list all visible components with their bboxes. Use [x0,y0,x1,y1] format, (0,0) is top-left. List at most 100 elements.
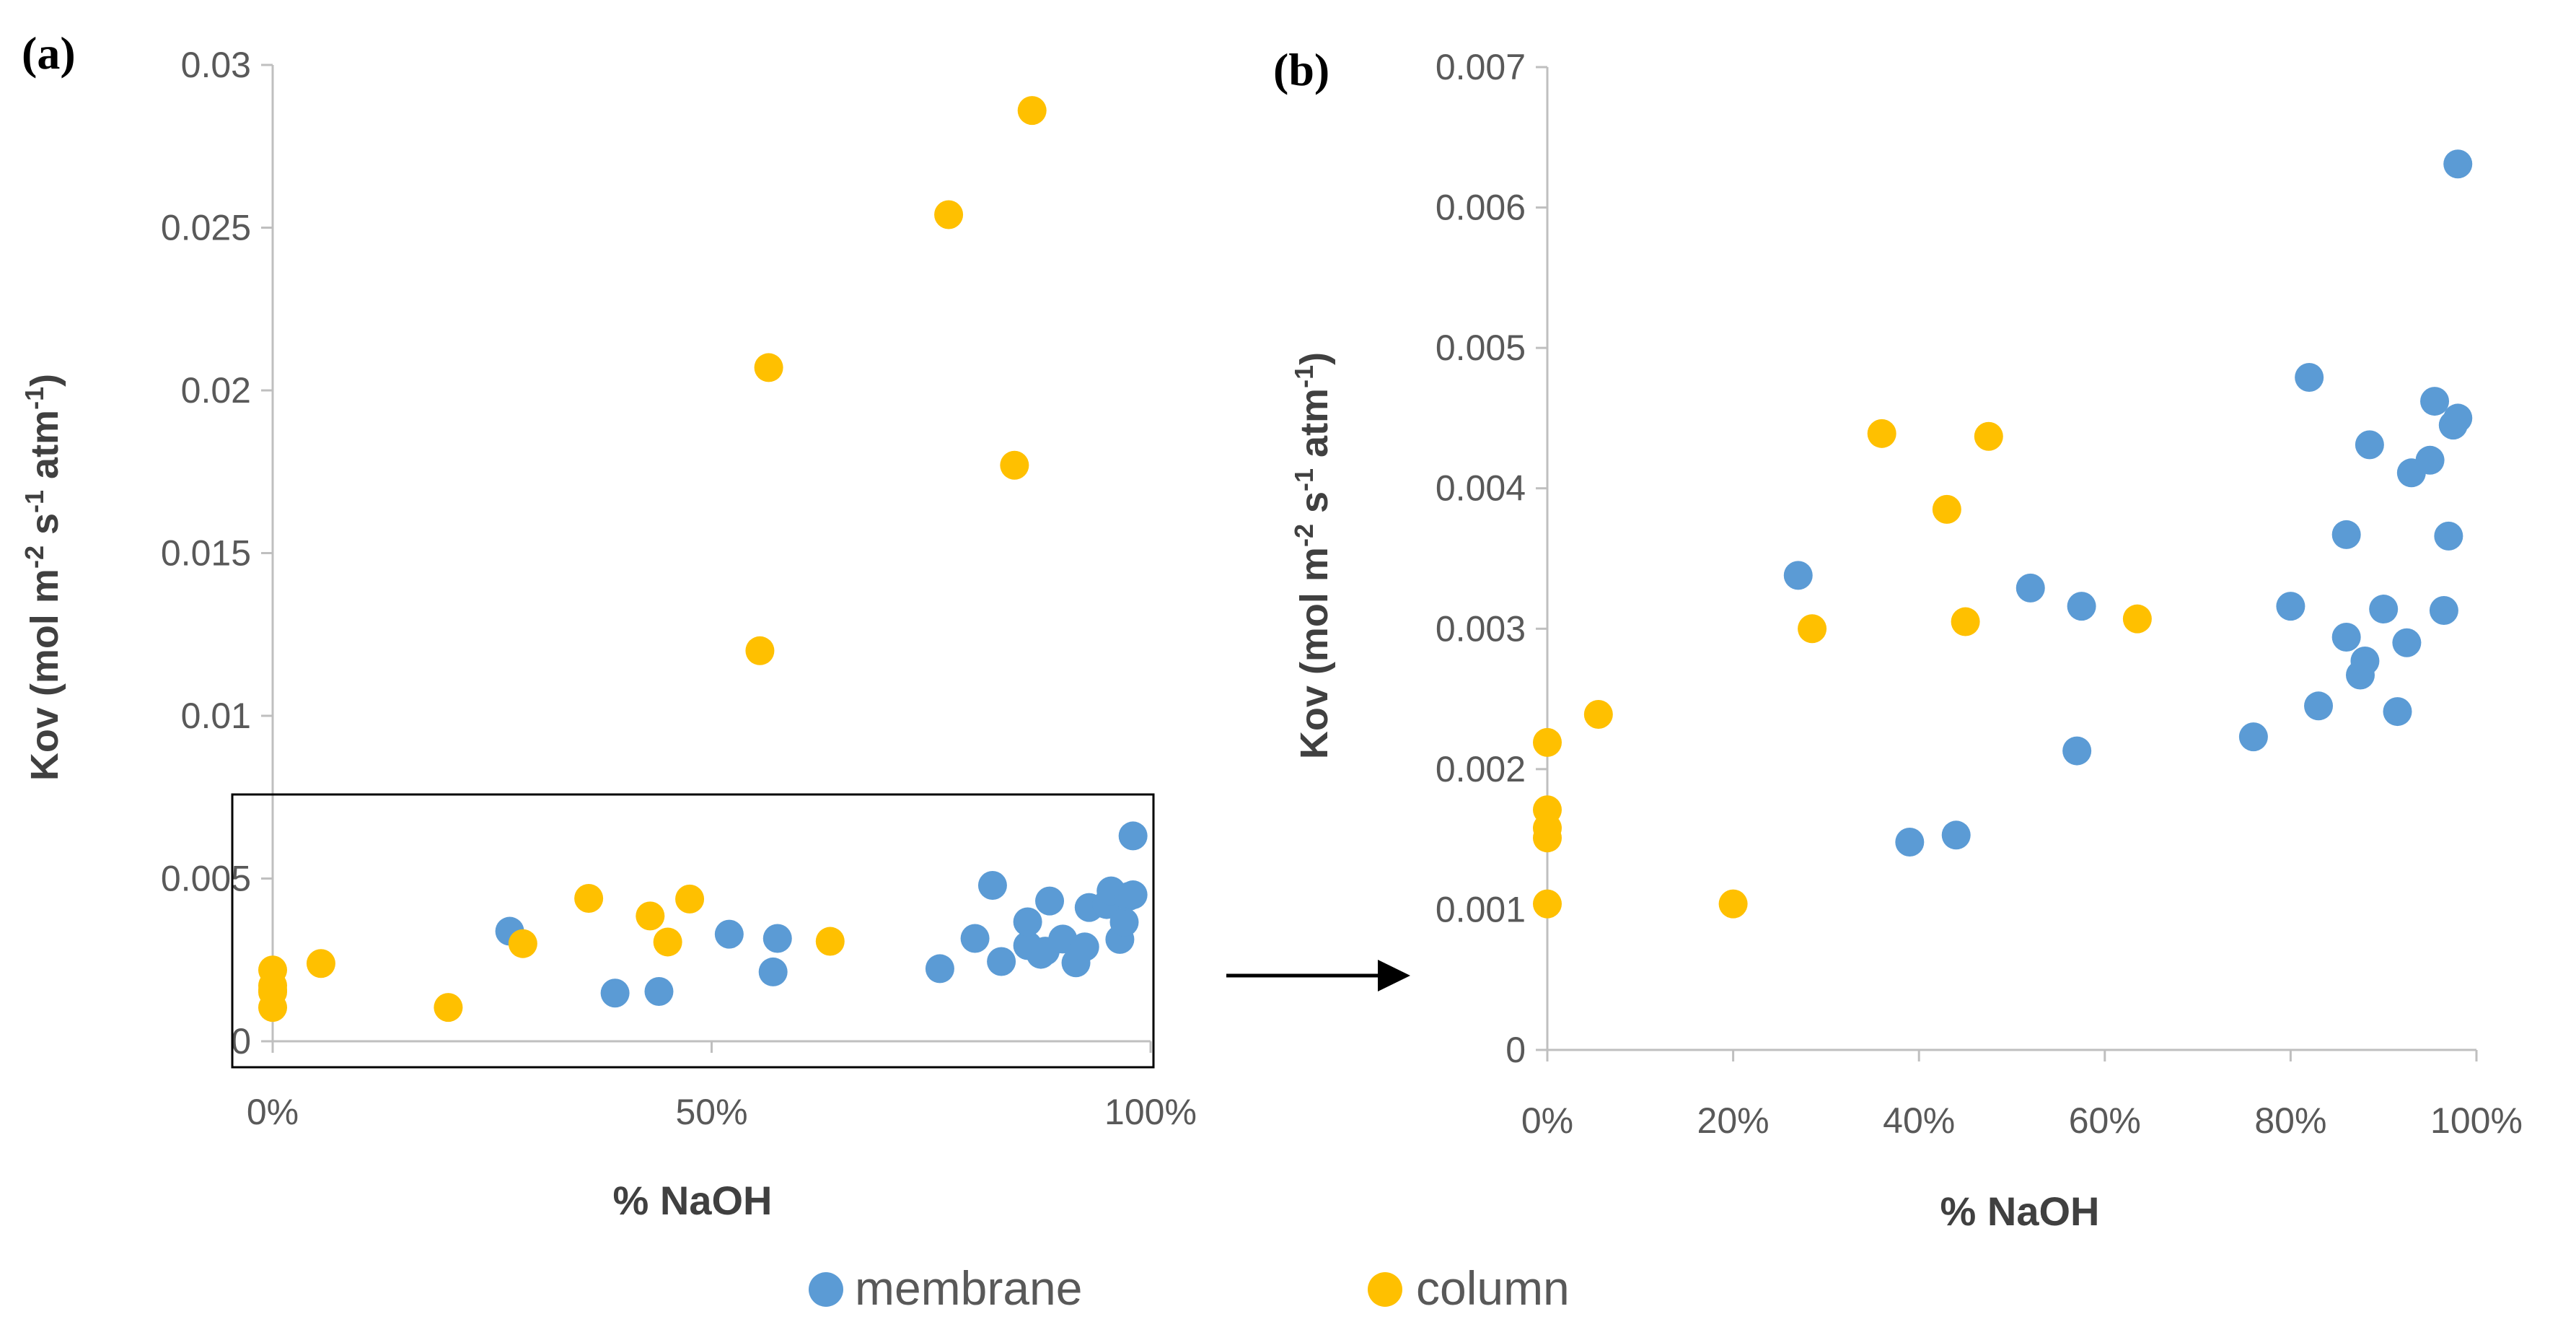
panel-a-point-membrane [1035,886,1065,916]
panel-b-point-membrane [2415,445,2445,475]
panel-a-point-membrane [758,957,788,986]
panel-a-point-membrane [714,919,744,949]
panel-a-y-tick-label: 0.01 [181,696,251,736]
panel-b-point-column [1583,699,1613,729]
panel-b-point-membrane [2295,363,2324,393]
panel-b-point-membrane [2369,595,2399,624]
panel-a-x-tick-label: 50% [675,1092,747,1132]
panel-b-point-column [1798,614,1827,644]
legend-marker-column [1368,1272,1402,1307]
panel-a-point-membrane [1013,907,1042,937]
panel-b-point-column [1867,419,1896,448]
panel-a-tag: (a) [22,27,76,79]
panel-a-y-tick-label: 0.03 [181,45,251,85]
panel-a-point-column [636,901,665,931]
panel-a-y-label: Kov (mol m-2 s-1 atm-1) [19,374,66,781]
panel-b-y-tick-label: 0 [1505,1030,1526,1070]
panel-a-x-tick-label: 100% [1104,1092,1197,1132]
panel-b-point-membrane [1895,828,1925,857]
panel-b-point-membrane [2420,387,2450,416]
panel-a-x-label: % NaOH [613,1178,773,1223]
panel-b-point-column [2122,604,2152,634]
panel-b-chart: (b) 0 0.001 0.002 0.003 0.004 0.005 0.006 0.007… [1273,44,2523,1234]
panel-b-y-label: Kov (mol m-2 s-1 atm-1) [1289,352,1336,759]
panel-b-point-membrane [2067,592,2096,621]
panel-a-point-membrane [1070,932,1099,962]
panel-b-point-column [1932,494,1961,524]
panel-b-point-membrane [2434,521,2463,551]
panel-a-point-column [934,200,964,229]
panel-a-point-membrane [644,976,674,1006]
panel-a-point-column [1000,450,1029,480]
panel-a-point-column [1017,96,1047,126]
panel-a-point-column [745,636,775,665]
panel-a-point-column [258,993,287,1022]
panel-b-x-tick-label: 40% [1883,1100,1955,1141]
panel-a-point-membrane [987,947,1016,976]
panel-b-point-membrane [2429,595,2458,625]
panel-a-point-column [508,929,537,958]
panel-b-y-tick-label: 0.002 [1436,749,1526,789]
panel-a-y-tick-label: 0.025 [161,208,251,248]
panel-b-point-membrane [2331,520,2361,549]
panel-b-x-tick-label: 20% [1697,1100,1770,1141]
panel-a-point-membrane [977,870,1007,900]
panel-a-y-tick-label: 0.02 [181,370,251,411]
panel-b-point-membrane [2443,149,2473,179]
legend-label-column: column [1416,1261,1570,1315]
panel-b-y-tick-label: 0.007 [1436,47,1526,87]
panel-b-point-membrane [2383,697,2412,727]
panel-b-tag: (b) [1273,44,1329,95]
panel-b-point-column [1533,889,1562,919]
panel-b-y-tick-label: 0.004 [1436,468,1526,509]
panel-a-y-tick-label: 0 [231,1021,251,1061]
panel-a-x-tick-label: 0% [247,1092,299,1132]
panel-b-point-membrane [2015,573,2045,603]
panel-b-point-column [1718,889,1748,919]
panel-b-point-membrane [2392,628,2422,657]
panel-a-y-tick-label: 0.015 [161,533,251,574]
panel-b-point-membrane [2331,622,2361,652]
panel-a-point-column [815,927,845,956]
panel-b-y-tick-label: 0.005 [1436,328,1526,368]
panel-a-y-tick-label: 0.005 [161,859,251,899]
panel-b-x-tick-label: 60% [2069,1100,2141,1141]
panel-a-point-membrane [1118,880,1148,910]
panel-a-point-column [306,949,335,978]
panel-a-point-membrane [600,978,630,1008]
legend-label-membrane: membrane [855,1261,1082,1315]
panel-b-x-label: % NaOH [1940,1188,2100,1234]
panel-b-y-tick-label: 0.006 [1436,188,1526,228]
panel-a-point-membrane [1109,907,1139,937]
panel-b-point-column [1533,727,1562,757]
panel-a-point-membrane [925,954,954,984]
panel-a-point-membrane [762,924,792,953]
panel-a-point-column [653,927,682,957]
panel-b-x-tick-label: 0% [1521,1100,1573,1141]
panel-a-point-membrane [1048,924,1078,954]
panel-b-y-tick-label: 0.001 [1436,889,1526,929]
panel-b-point-membrane [2350,647,2380,676]
panel-a-point-column [434,993,463,1022]
panel-a-point-membrane [960,924,990,953]
panel-b-point-membrane [2443,403,2473,433]
panel-b-point-membrane [2062,736,2092,766]
panel-b-x-tick-label: 100% [2430,1100,2523,1141]
panel-a-point-column [754,353,783,382]
panel-b-point-membrane [2355,430,2384,460]
panel-b-point-membrane [2238,722,2268,752]
panel-a-point-column [574,884,604,914]
panel-b-y-tick-label: 0.003 [1436,608,1526,649]
panel-b-point-membrane [2276,592,2305,621]
panel-b-point-column [1974,421,2003,451]
zoom-arrow [1226,960,1410,991]
panel-b-point-membrane [1941,820,1971,850]
panel-a-point-column [675,884,705,914]
panel-a-zoom-box [231,793,1155,1069]
legend-marker-membrane [809,1272,843,1307]
panel-b-point-column [1533,823,1562,853]
panel-b-x-tick-label: 80% [2254,1100,2326,1141]
panel-a-chart: (a) 0 0.005 0.01 0.015 0.02 0.025 0.03 0% 50% 10… [19,27,1197,1223]
panel-a-point-membrane [1118,821,1148,851]
